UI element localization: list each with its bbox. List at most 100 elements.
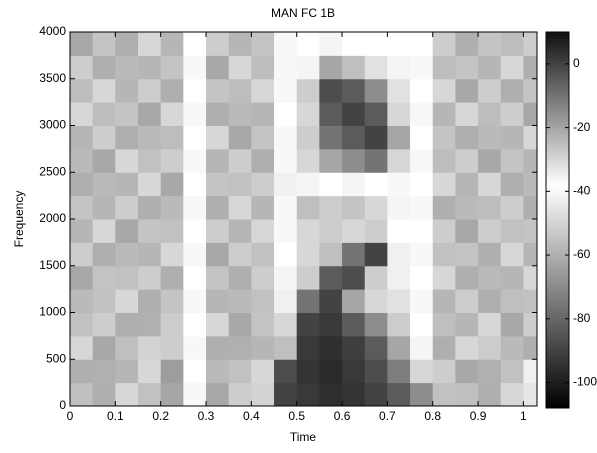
heatmap-cell — [206, 265, 230, 290]
heatmap-cell — [523, 55, 537, 80]
heatmap-cell — [478, 382, 502, 406]
heatmap-cell — [138, 265, 162, 290]
heatmap-cell — [432, 195, 456, 220]
heatmap-cell — [92, 289, 116, 313]
heatmap-cell — [455, 172, 479, 197]
colorbar-swatch — [546, 242, 569, 246]
heatmap-cell — [319, 102, 343, 126]
colorbar-swatch — [546, 114, 569, 119]
heatmap-cell — [455, 32, 479, 56]
colorbar-swatch — [546, 363, 569, 368]
colorbar-swatch — [546, 82, 569, 87]
colorbar-swatch — [546, 95, 569, 100]
colorbar-tick-label: -20 — [573, 120, 591, 134]
heatmap-cell — [342, 219, 366, 243]
colorbar-swatch — [546, 270, 569, 275]
colorbar-swatch — [546, 392, 569, 396]
colorbar-swatch — [546, 376, 569, 380]
colorbar-swatch — [546, 38, 569, 43]
heatmap-cell — [183, 359, 207, 384]
colorbar-swatch — [546, 204, 569, 208]
heatmap-cell — [296, 102, 320, 126]
heatmap-cell — [523, 32, 537, 56]
heatmap-cell — [296, 172, 320, 197]
colorbar-swatch — [546, 127, 569, 132]
heatmap-cell — [92, 78, 116, 103]
heatmap-cell — [478, 55, 502, 80]
colorbar-swatch — [546, 321, 569, 326]
heatmap-cell — [206, 382, 230, 406]
heatmap-cell — [138, 78, 162, 103]
heatmap-cell — [500, 335, 524, 360]
heatmap-cell — [523, 312, 537, 337]
heatmap-cell — [523, 289, 537, 313]
heatmap-cell — [160, 219, 184, 243]
heatmap-cell — [342, 335, 366, 360]
heatmap-cell — [92, 102, 116, 126]
heatmap-cell — [296, 32, 320, 56]
heatmap-cell — [160, 312, 184, 337]
heatmap-cell — [138, 55, 162, 80]
heatmap-cell — [228, 102, 252, 126]
heatmap-cell — [387, 242, 411, 267]
heatmap-cell — [183, 32, 207, 56]
colorbar-swatch — [546, 44, 569, 49]
heatmap-cell — [296, 359, 320, 384]
heatmap-cell — [478, 148, 502, 173]
colorbar-swatch — [546, 347, 569, 352]
heatmap-cell — [251, 335, 275, 360]
heatmap-cell — [523, 172, 537, 197]
colorbar-swatch — [546, 398, 569, 403]
heatmap-cell — [319, 359, 343, 384]
heatmap-cell — [138, 359, 162, 384]
heatmap-cell — [364, 32, 388, 56]
y-tick-label: 500 — [46, 351, 66, 365]
colorbar-swatch — [546, 41, 569, 46]
heatmap-cell — [364, 382, 388, 406]
colorbar-swatch — [546, 98, 569, 103]
colorbar-swatch — [546, 51, 569, 55]
colorbar-swatch — [546, 108, 569, 113]
heatmap-cell — [387, 382, 411, 406]
heatmap-cell — [455, 78, 479, 103]
heatmap-cell — [183, 172, 207, 197]
heatmap-cell — [432, 312, 456, 337]
heatmap-cell — [523, 382, 537, 406]
heatmap-cell — [160, 195, 184, 220]
colorbar-swatch — [546, 197, 569, 202]
heatmap-cell — [274, 148, 298, 173]
colorbar-swatch — [546, 280, 569, 285]
heatmap-cell — [251, 78, 275, 103]
colorbar-swatch — [546, 60, 569, 65]
heatmap-cell — [70, 55, 94, 80]
heatmap-cell — [228, 382, 252, 406]
colorbar-swatch — [546, 143, 569, 148]
heatmap-cell — [432, 242, 456, 267]
colorbar-swatch — [546, 366, 569, 371]
colorbar-swatch — [546, 334, 569, 339]
colorbar-swatch — [546, 79, 569, 84]
heatmap-cell — [455, 195, 479, 220]
heatmap-cell — [410, 335, 434, 360]
heatmap-cell — [228, 125, 252, 150]
colorbar-swatch — [546, 379, 569, 384]
heatmap-cell — [500, 219, 524, 243]
heatmap-cell — [138, 242, 162, 267]
heatmap-cell — [115, 289, 139, 313]
heatmap-cell — [251, 359, 275, 384]
heatmap-cell — [432, 148, 456, 173]
heatmap-cell — [342, 102, 366, 126]
heatmap-cell — [92, 359, 116, 384]
heatmap-cell — [206, 312, 230, 337]
heatmap-cell — [500, 32, 524, 56]
heatmap-cell — [342, 382, 366, 406]
colorbar-swatch — [546, 267, 569, 272]
heatmap-cell — [319, 242, 343, 267]
heatmap-cell — [478, 289, 502, 313]
heatmap-cell — [183, 219, 207, 243]
heatmap-cell — [478, 242, 502, 267]
heatmap-cell — [455, 125, 479, 150]
colorbar-swatch — [546, 309, 569, 313]
colorbar-tick-label: -40 — [573, 183, 591, 197]
colorbar-swatch — [546, 395, 569, 399]
